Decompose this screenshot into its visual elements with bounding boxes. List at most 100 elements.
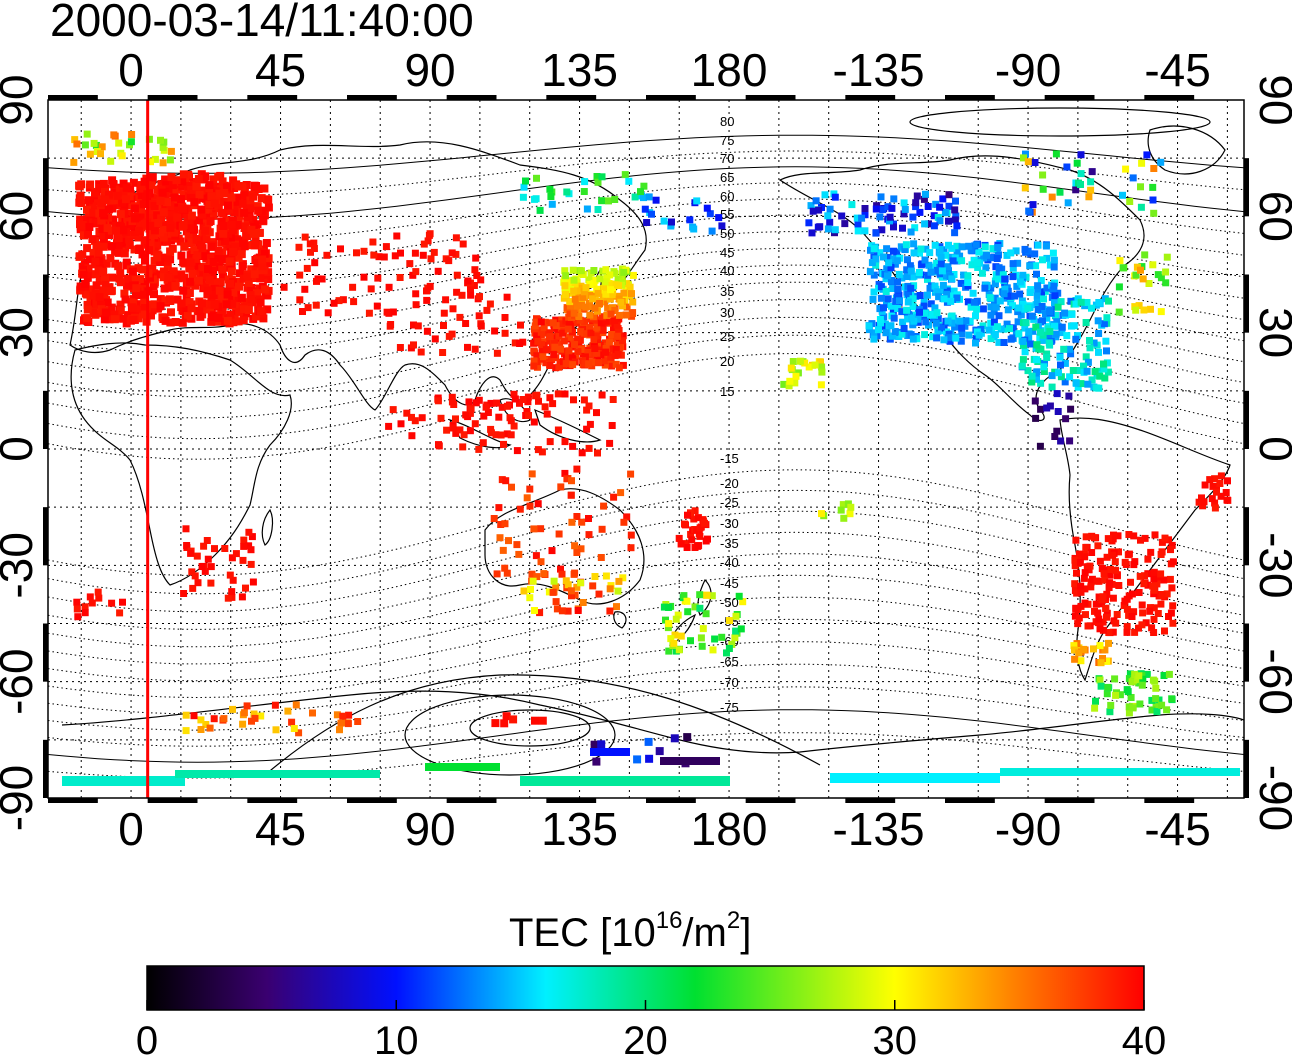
tec-cell (178, 210, 187, 219)
tec-cell (92, 213, 101, 222)
tec-cell (801, 359, 809, 367)
longitude-tick-label: 135 (541, 44, 618, 96)
tec-cell (953, 294, 961, 302)
tec-cell (257, 712, 265, 720)
contour-label: 30 (720, 305, 734, 320)
tec-cell (990, 318, 998, 326)
tec-cell (953, 242, 961, 250)
tec-cell (608, 362, 615, 370)
tec-cell (201, 172, 210, 181)
tec-cell (156, 197, 165, 205)
tec-cell (931, 304, 939, 312)
tec-cell (151, 270, 160, 279)
tec-cell (1115, 582, 1123, 589)
tec-cell (1072, 379, 1080, 387)
tec-cell (295, 243, 303, 251)
tec-cell (615, 577, 623, 585)
tec-cell (548, 547, 556, 555)
tec-cell (254, 228, 263, 237)
tec-cell (853, 214, 861, 222)
border-bar (745, 798, 796, 803)
tec-cell (578, 302, 586, 309)
tec-cell (420, 240, 428, 248)
tec-cell (568, 518, 576, 526)
tec-cell (1043, 404, 1051, 412)
tec-cell (495, 413, 503, 421)
tec-cell (76, 282, 85, 291)
tec-cell (1054, 303, 1062, 311)
tec-cell (94, 266, 103, 275)
tec-cell (591, 573, 599, 580)
tec-cell (561, 282, 569, 290)
latitude-tick-label: 30 (0, 307, 42, 358)
tec-cell (1015, 304, 1023, 312)
tec-cell (1033, 341, 1041, 349)
tec-cell (972, 312, 979, 320)
tec-cell (81, 280, 90, 288)
tec-cell (182, 711, 190, 719)
latitude-tick-label: 0 (1250, 436, 1292, 462)
tec-cell (575, 313, 583, 320)
tec-cell (1123, 623, 1131, 631)
tec-cell (1096, 642, 1104, 650)
tec-cell (561, 469, 569, 477)
tec-strip (425, 763, 500, 771)
tec-cell (533, 391, 541, 399)
tec-cell (824, 225, 832, 233)
tec-cell (350, 298, 358, 306)
tec-cell (936, 217, 944, 225)
tec-cell (1211, 499, 1219, 507)
tec-cell (571, 300, 579, 308)
longitude-tick-label: -45 (1144, 44, 1210, 96)
tec-cell (106, 287, 115, 296)
tec-cell (141, 219, 150, 228)
tec-cell (1076, 550, 1083, 558)
tec-cell (354, 718, 362, 725)
tec-cell (177, 195, 185, 204)
tec-cell (162, 237, 171, 246)
tec-cell (1077, 588, 1085, 596)
tec-cell (611, 196, 619, 203)
tec-cell (228, 593, 236, 601)
tec-cell (129, 315, 138, 324)
tec-cell (699, 625, 707, 633)
tec-cell (561, 276, 569, 284)
tec-cell (387, 321, 395, 328)
tec-cell (541, 403, 549, 411)
tec-cell (972, 339, 979, 347)
tec-cell (1143, 670, 1151, 678)
tec-cell (119, 226, 128, 235)
tec-cell (1046, 328, 1054, 335)
tec-cell (1029, 201, 1037, 209)
bottom-longitude-ticks: 0 45 90 135 180 -135 -90 -45 (118, 803, 1211, 855)
tec-cell (217, 208, 226, 217)
tec-cell (645, 193, 653, 201)
tec-cell (149, 195, 158, 203)
tec-cell (1141, 251, 1149, 259)
tec-cell (1067, 405, 1075, 413)
tec-cell (934, 288, 942, 296)
border-bar (1044, 95, 1095, 100)
tec-cell (249, 578, 257, 586)
tec-cell (609, 291, 616, 298)
tec-cell (696, 604, 704, 612)
tec-cell (1021, 245, 1029, 253)
tec-cell (1071, 562, 1079, 570)
tec-cell (567, 491, 575, 499)
tec-cell (1144, 581, 1152, 589)
tec-cell (1162, 279, 1170, 287)
tec-cell (563, 475, 571, 483)
tec-cell (899, 318, 907, 326)
tec-cell (84, 230, 92, 239)
latitude-tick-label: 90 (1250, 74, 1292, 125)
tec-cell (951, 323, 959, 331)
tec-cell (812, 197, 820, 205)
tec-cell (613, 321, 621, 329)
tec-cell (1081, 599, 1089, 607)
tec-cell (227, 193, 236, 202)
tec-cell (224, 241, 233, 250)
tec-cell (159, 267, 168, 276)
tec-cell (878, 226, 886, 234)
longitude-tick-label: -135 (833, 803, 925, 855)
tec-cell (200, 542, 208, 550)
